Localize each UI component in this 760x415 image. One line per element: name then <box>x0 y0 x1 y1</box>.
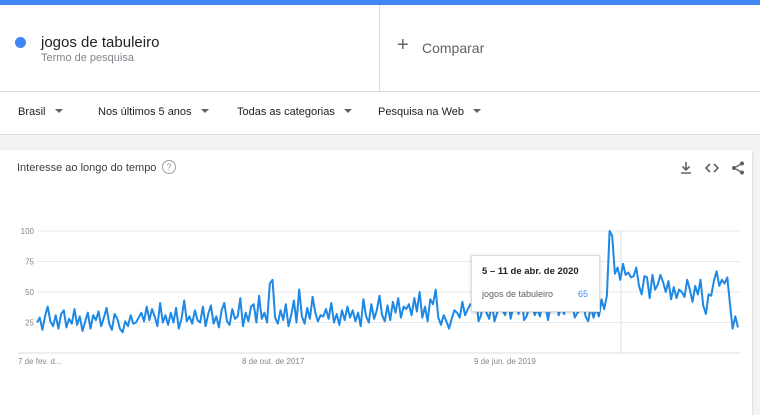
x-tick-label: 7 de fev. d... <box>18 357 61 366</box>
filter-search-type-label: Pesquisa na Web <box>378 106 465 118</box>
series-line-jogos-de-tabuleiro[interactable] <box>36 230 739 334</box>
embed-icon[interactable] <box>704 160 720 176</box>
filter-time-range-label: Nos últimos 5 anos <box>98 106 192 118</box>
chevron-down-icon <box>54 109 63 113</box>
y-tick-label: 75 <box>25 258 34 267</box>
help-icon[interactable]: ? <box>162 160 176 174</box>
tooltip-value: 65 <box>578 289 589 299</box>
filter-region[interactable]: Brasil <box>18 106 63 118</box>
x-tick-label: 8 de out. de 2017 <box>242 357 305 366</box>
y-tick-label: 25 <box>25 319 34 328</box>
filter-category[interactable]: Todas as categorias <box>237 106 352 118</box>
card-title: Interesse ao longo do tempo <box>17 162 157 174</box>
x-axis-ticks: 7 de fev. d... 8 de out. de 2017 9 de jun.… <box>18 357 536 366</box>
search-term-name[interactable]: jogos de tabuleiro <box>41 34 160 51</box>
chart-tooltip: 5 – 11 de abr. de 2020 jogos de tabuleir… <box>471 255 600 312</box>
compare-label: Comparar <box>422 40 485 56</box>
filter-region-label: Brasil <box>18 106 46 118</box>
filters-bar: Brasil Nos últimos 5 anos Todas as categ… <box>0 92 760 135</box>
chevron-down-icon <box>200 109 209 113</box>
x-tick-label: 9 de jun. de 2019 <box>474 357 536 366</box>
top-accent-bar <box>0 0 760 5</box>
y-tick-label: 100 <box>21 227 35 236</box>
chart-grid <box>18 230 740 354</box>
y-tick-label: 50 <box>25 288 34 297</box>
download-icon[interactable] <box>678 160 694 176</box>
search-term-subtitle: Termo de pesquisa <box>41 52 134 64</box>
search-terms-bar: jogos de tabuleiro Termo de pesquisa + C… <box>0 5 760 92</box>
y-axis-ticks: 25 50 75 100 <box>21 227 35 328</box>
compare-button[interactable]: + Comparar <box>380 5 760 91</box>
filter-search-type[interactable]: Pesquisa na Web <box>378 106 482 118</box>
series-color-dot <box>15 37 26 48</box>
interest-over-time-card: Interesse ao longo do tempo ? <box>0 150 752 415</box>
plus-icon: + <box>397 34 409 56</box>
chevron-down-icon <box>343 109 352 113</box>
tooltip-series-name: jogos de tabuleiro <box>482 289 554 299</box>
filter-category-label: Todas as categorias <box>237 106 335 118</box>
search-term-card[interactable]: jogos de tabuleiro Termo de pesquisa <box>0 5 380 91</box>
chevron-down-icon <box>473 109 482 113</box>
share-icon[interactable] <box>730 160 746 176</box>
filter-time-range[interactable]: Nos últimos 5 anos <box>98 106 209 118</box>
tooltip-date: 5 – 11 de abr. de 2020 <box>482 266 579 277</box>
